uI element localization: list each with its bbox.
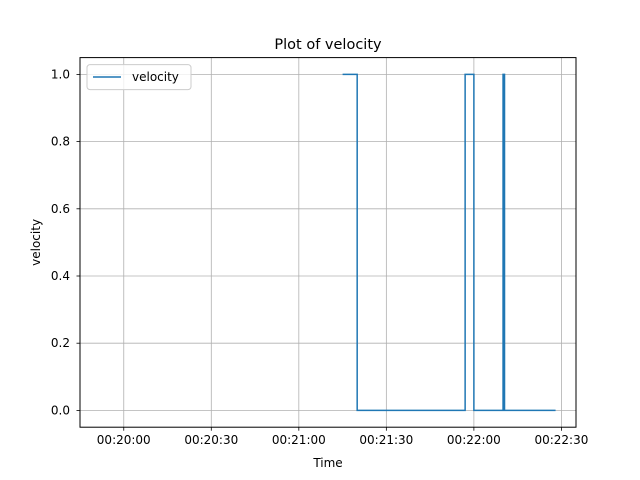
x-tick-label: 00:22:00 xyxy=(447,433,501,447)
legend: velocity xyxy=(86,64,192,91)
series-layer xyxy=(342,73,556,412)
y-axis-ticks: 0.0 0.2 0.4 0.6 0.8 1.0 xyxy=(51,67,80,417)
y-tick-label: 0.0 xyxy=(51,403,70,417)
y-tick-label: 0.6 xyxy=(51,202,70,216)
x-tick-label: 00:20:30 xyxy=(184,433,238,447)
x-tick-label: 00:21:30 xyxy=(359,433,413,447)
series-line-velocity xyxy=(342,73,556,412)
legend-box xyxy=(86,64,192,91)
x-axis-ticks: 00:20:00 00:20:30 00:21:00 00:21:30 00:22:00… xyxy=(97,427,588,447)
y-tick-label: 1.0 xyxy=(51,67,70,81)
x-axis-label: Time xyxy=(312,456,342,470)
y-axis-label: velocity xyxy=(29,219,43,266)
legend-label: velocity xyxy=(132,70,179,84)
chart-title: Plot of velocity xyxy=(274,37,382,53)
x-tick-label: 00:21:00 xyxy=(272,433,326,447)
plot-frame xyxy=(79,57,577,428)
y-tick-label: 0.8 xyxy=(51,135,70,149)
x-tick-label: 00:20:00 xyxy=(97,433,151,447)
grid-lines xyxy=(80,57,576,428)
y-tick-label: 0.2 xyxy=(51,336,70,350)
y-tick-label: 0.4 xyxy=(51,269,70,283)
x-tick-label: 00:22:30 xyxy=(534,433,588,447)
